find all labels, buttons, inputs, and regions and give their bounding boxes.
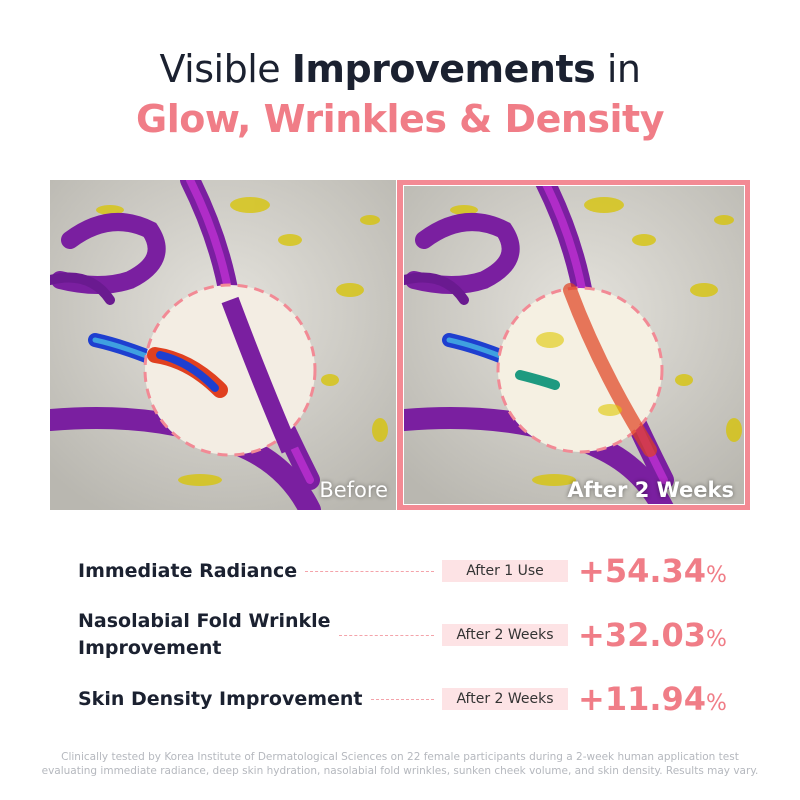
- footnote: Clinically tested by Korea Institute of …: [41, 751, 759, 777]
- dashed-leader: [338, 634, 434, 636]
- before-image: [50, 180, 400, 510]
- period-pill: After 2 Weeks: [442, 624, 568, 646]
- stat-row: Skin Density Improvement After 2 Weeks +11…: [78, 676, 728, 722]
- stat-label: Nasolabial Fold Wrinkle Improvement: [78, 610, 331, 659]
- photos-svg: [50, 180, 750, 510]
- stat-row: Nasolabial Fold Wrinkle Improvement After…: [78, 608, 728, 662]
- dashed-leader: [370, 698, 434, 700]
- stat-value: +54.34%: [578, 552, 728, 590]
- stat-number: +32.03: [578, 616, 707, 654]
- stat-number: +54.34: [578, 552, 707, 590]
- period-pill: After 2 Weeks: [442, 688, 568, 710]
- stat-label: Immediate Radiance: [78, 559, 298, 582]
- title-part: Visible: [159, 47, 292, 91]
- title: Visible Improvements in Glow, Wrinkles &…: [0, 44, 800, 144]
- stat-value: +32.03%: [578, 616, 728, 654]
- after-label: After 2 Weeks: [567, 478, 734, 502]
- stat-unit: %: [706, 563, 727, 588]
- stat-unit: %: [706, 691, 727, 716]
- stat-row: Immediate Radiance After 1 Use +54.34%: [78, 548, 728, 594]
- title-line2: Glow, Wrinkles & Density: [136, 97, 664, 141]
- photo-comparison: Before After 2 Weeks: [50, 180, 750, 510]
- period-pill: After 1 Use: [442, 560, 568, 582]
- stat-value: +11.94%: [578, 680, 728, 718]
- stat-label: Skin Density Improvement: [78, 687, 363, 710]
- title-part: in: [595, 47, 641, 91]
- stat-number: +11.94: [578, 680, 707, 718]
- after-image: [404, 180, 750, 510]
- stat-unit: %: [706, 627, 727, 652]
- dashed-leader: [305, 570, 434, 572]
- before-label: Before: [319, 478, 388, 502]
- title-part: Improvements: [291, 47, 596, 91]
- stats-list: Immediate Radiance After 1 Use +54.34% Naso…: [78, 548, 728, 736]
